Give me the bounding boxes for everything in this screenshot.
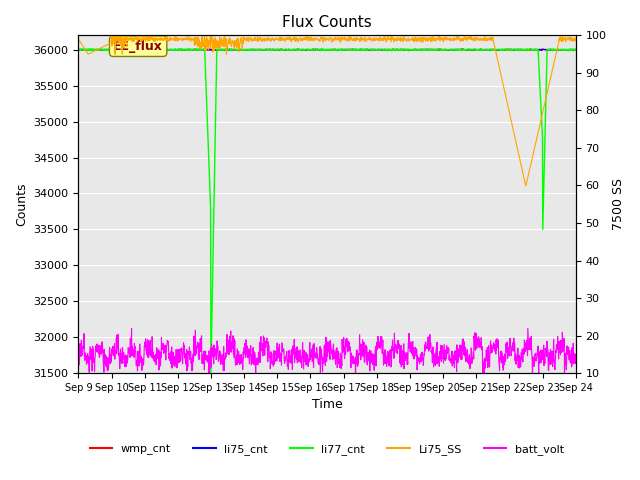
Li75_SS [300,37,307,43]
li77_cnt [235,46,243,51]
Line: li77_cnt: li77_cnt [79,48,576,373]
wmp_cnt [75,47,83,52]
Line: Li75_SS: Li75_SS [79,30,576,185]
li77_cnt [540,162,548,168]
X-axis label: Time: Time [312,398,342,411]
batt_volt [163,337,171,343]
wmp_cnt [540,47,548,52]
li77_cnt [163,46,171,52]
li77_cnt [572,47,580,52]
batt_volt [84,351,92,357]
wmp_cnt [300,47,308,53]
li77_cnt [330,46,337,52]
batt_volt [524,325,532,331]
li77_cnt [418,48,426,53]
Line: wmp_cnt: wmp_cnt [79,48,576,51]
Y-axis label: Counts: Counts [15,182,28,226]
Li75_SS [572,38,580,44]
wmp_cnt [572,47,580,53]
Li75_SS [418,35,426,41]
li75_cnt [572,47,580,52]
Line: li75_cnt: li75_cnt [79,49,576,50]
Li75_SS [75,36,83,42]
wmp_cnt [156,48,164,54]
Li75_SS [330,36,337,42]
batt_volt [329,349,337,355]
li75_cnt [75,47,83,53]
li77_cnt [207,370,215,376]
li75_cnt [84,47,92,52]
Li75_SS [111,27,118,33]
wmp_cnt [140,46,147,51]
li75_cnt [163,47,171,53]
batt_volt [417,359,425,364]
li77_cnt [300,47,308,53]
wmp_cnt [330,47,337,53]
batt_volt [75,344,83,350]
Title: Flux Counts: Flux Counts [282,15,372,30]
Line: batt_volt: batt_volt [79,328,576,381]
Li75_SS [540,102,548,108]
Li75_SS [522,182,529,188]
Li75_SS [164,36,172,41]
Li75_SS [84,51,92,57]
Y-axis label: 7500 SS: 7500 SS [612,178,625,230]
li75_cnt [540,47,548,53]
batt_volt [540,352,548,358]
li77_cnt [84,47,92,53]
batt_volt [572,359,580,364]
wmp_cnt [418,47,426,52]
batt_volt [535,378,543,384]
li75_cnt [207,48,214,53]
Text: EE_flux: EE_flux [113,40,163,53]
li75_cnt [330,47,337,53]
li75_cnt [300,47,307,53]
batt_volt [300,351,307,357]
li75_cnt [477,46,485,52]
li77_cnt [75,47,83,52]
wmp_cnt [84,47,92,53]
wmp_cnt [164,47,172,52]
Legend: wmp_cnt, li75_cnt, li77_cnt, Li75_SS, batt_volt: wmp_cnt, li75_cnt, li77_cnt, Li75_SS, ba… [85,440,569,459]
li75_cnt [418,47,426,52]
